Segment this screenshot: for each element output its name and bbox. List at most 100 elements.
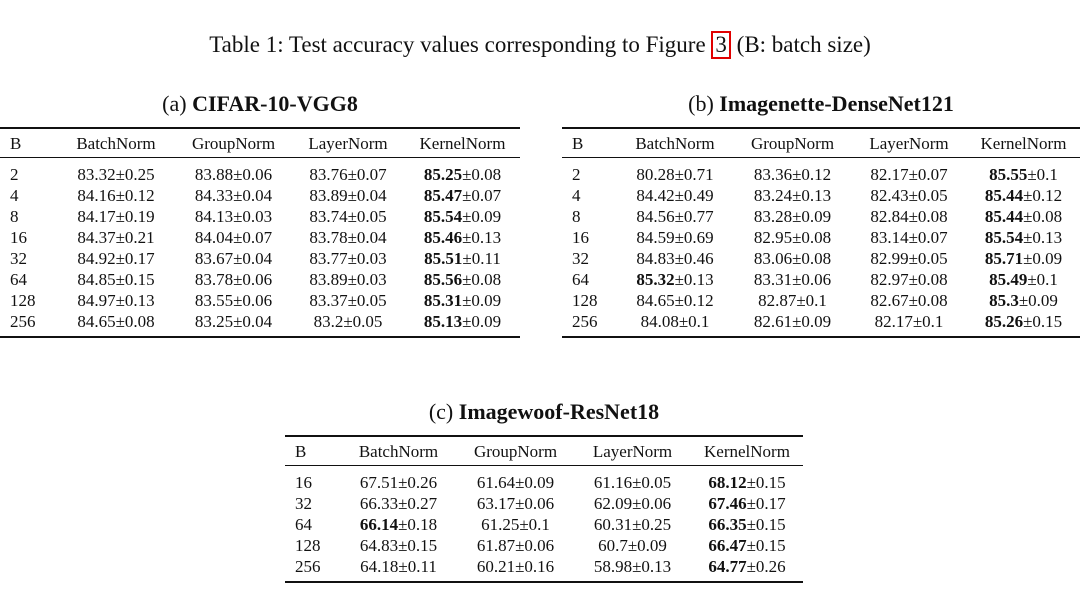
- accuracy-mean: 83.89: [309, 270, 348, 289]
- accuracy-std: ±0.17: [746, 494, 786, 513]
- accuracy-mean: 61.87: [476, 536, 516, 555]
- accuracy-cell: 62.09±0.06: [574, 493, 691, 514]
- table-caption: Table 1: Test accuracy values correspond…: [0, 30, 1080, 60]
- accuracy-cell: 83.06±0.08: [734, 248, 851, 269]
- accuracy-cell: 58.98±0.13: [574, 556, 691, 583]
- accuracy-cell: 83.67±0.04: [176, 248, 291, 269]
- accuracy-mean: 60.7: [598, 536, 628, 555]
- table-row: 128 64.83±0.15 61.87±0.06 60.7±0.09 66.47±0.…: [285, 535, 803, 556]
- batch-size-cell: 256: [0, 311, 56, 338]
- accuracy-cell: 60.31±0.25: [574, 514, 691, 535]
- accuracy-cell: 84.08±0.1: [616, 311, 734, 338]
- accuracy-cell: 61.25±0.1: [457, 514, 574, 535]
- table-row: 64 84.85±0.15 83.78±0.06 83.89±0.03 85.56±0.…: [0, 269, 520, 290]
- column-header: B: [0, 127, 56, 158]
- column-header: B: [285, 435, 340, 466]
- accuracy-mean: 84.85: [77, 270, 116, 289]
- accuracy-cell: 67.46±0.17: [691, 493, 803, 514]
- accuracy-mean: 62.09: [593, 494, 633, 513]
- accuracy-mean: 68.12: [708, 473, 747, 492]
- accuracy-cell: 61.87±0.06: [457, 535, 574, 556]
- table-row: 128 84.97±0.13 83.55±0.06 83.37±0.05 85.31±0…: [0, 290, 520, 311]
- accuracy-std: ±0.05: [343, 312, 383, 331]
- accuracy-std: ±0.1: [678, 312, 710, 331]
- accuracy-cell: 83.77±0.03: [291, 248, 405, 269]
- accuracy-std: ±0.04: [233, 312, 273, 331]
- accuracy-cell: 83.32±0.25: [56, 158, 176, 186]
- accuracy-std: ±0.49: [674, 186, 714, 205]
- accuracy-std: ±0.07: [347, 165, 387, 184]
- table-row: 8 84.56±0.77 83.28±0.09 82.84±0.08 85.44±0.0…: [562, 206, 1080, 227]
- accuracy-cell: 85.55±0.1: [967, 158, 1080, 186]
- accuracy-cell: 83.89±0.04: [291, 185, 405, 206]
- subtable-b: B BatchNorm GroupNorm LayerNorm KernelNorm 2 8…: [562, 127, 1080, 338]
- accuracy-mean: 61.64: [476, 473, 516, 492]
- figure-reference-link[interactable]: 3: [711, 31, 731, 59]
- accuracy-mean: 85.47: [423, 186, 463, 205]
- accuracy-mean: 83.32: [77, 165, 116, 184]
- batch-size-cell: 2: [10, 165, 19, 184]
- accuracy-cell: 82.95±0.08: [734, 227, 851, 248]
- accuracy-mean: 83.78: [309, 228, 348, 247]
- accuracy-mean: 82.97: [870, 270, 909, 289]
- accuracy-std: ±0.06: [233, 270, 273, 289]
- accuracy-mean: 84.08: [640, 312, 679, 331]
- accuracy-mean: 66.14: [359, 515, 399, 534]
- accuracy-cell: 83.36±0.12: [734, 158, 851, 186]
- accuracy-cell: 85.44±0.08: [967, 206, 1080, 227]
- accuracy-mean: 64.77: [708, 557, 747, 576]
- accuracy-std: ±0.06: [632, 494, 672, 513]
- accuracy-mean: 66.47: [708, 536, 747, 555]
- subtable-c: B BatchNorm GroupNorm LayerNorm KernelNorm 16…: [285, 435, 803, 583]
- accuracy-std: ±0.15: [746, 515, 786, 534]
- accuracy-cell: 82.17±0.1: [851, 311, 967, 338]
- accuracy-mean: 83.25: [194, 312, 234, 331]
- accuracy-std: ±0.09: [1018, 291, 1058, 310]
- accuracy-std: ±0.1: [796, 291, 827, 310]
- accuracy-mean: 83.2: [313, 312, 344, 331]
- accuracy-std: ±0.26: [746, 557, 786, 576]
- accuracy-std: ±0.03: [347, 249, 387, 268]
- accuracy-mean: 85.44: [984, 207, 1024, 226]
- accuracy-std: ±0.06: [515, 494, 555, 513]
- accuracy-mean: 83.24: [753, 186, 793, 205]
- accuracy-mean: 82.99: [870, 249, 909, 268]
- accuracy-std: ±0.15: [746, 536, 786, 555]
- accuracy-cell: 83.24±0.13: [734, 185, 851, 206]
- accuracy-cell: 83.25±0.04: [176, 311, 291, 338]
- accuracy-cell: 83.55±0.06: [176, 290, 291, 311]
- header-row: B BatchNorm GroupNorm LayerNorm KernelNorm: [562, 127, 1080, 158]
- accuracy-std: ±0.11: [398, 557, 437, 576]
- accuracy-std: ±0.08: [908, 207, 948, 226]
- subtable-b-name: Imagenette-DenseNet121: [719, 91, 954, 116]
- table-row: 64 85.32±0.13 83.31±0.06 82.97±0.08 85.49±0.…: [562, 269, 1080, 290]
- accuracy-mean: 84.13: [194, 207, 234, 226]
- subtable-a-label: (a): [162, 91, 187, 116]
- accuracy-mean: 83.31: [753, 270, 793, 289]
- batch-size-cell: 32: [572, 249, 589, 268]
- batch-size-cell: 8: [10, 207, 19, 226]
- accuracy-mean: 85.49: [989, 270, 1028, 289]
- accuracy-std: ±0.15: [1023, 312, 1063, 331]
- accuracy-std: ±0.77: [674, 207, 714, 226]
- accuracy-std: ±0.07: [462, 186, 502, 205]
- accuracy-cell: 83.2±0.05: [291, 311, 405, 338]
- accuracy-mean: 85.54: [984, 228, 1024, 247]
- accuracy-mean: 83.88: [194, 165, 234, 184]
- accuracy-mean: 83.55: [194, 291, 234, 310]
- accuracy-cell: 85.32±0.13: [616, 269, 734, 290]
- accuracy-mean: 85.32: [636, 270, 675, 289]
- column-header: BatchNorm: [340, 435, 457, 466]
- accuracy-mean: 84.04: [194, 228, 234, 247]
- accuracy-cell: 83.74±0.05: [291, 206, 405, 227]
- accuracy-std: ±0.18: [398, 515, 438, 534]
- accuracy-cell: 85.54±0.09: [405, 206, 520, 227]
- accuracy-mean: 84.92: [77, 249, 116, 268]
- accuracy-cell: 82.84±0.08: [851, 206, 967, 227]
- batch-size-cell: 8: [572, 207, 581, 226]
- accuracy-cell: 83.14±0.07: [851, 227, 967, 248]
- accuracy-mean: 85.54: [423, 207, 463, 226]
- accuracy-mean: 83.67: [194, 249, 234, 268]
- accuracy-mean: 84.65: [77, 312, 116, 331]
- table-row: 4 84.16±0.12 84.33±0.04 83.89±0.04 85.47±0.0…: [0, 185, 520, 206]
